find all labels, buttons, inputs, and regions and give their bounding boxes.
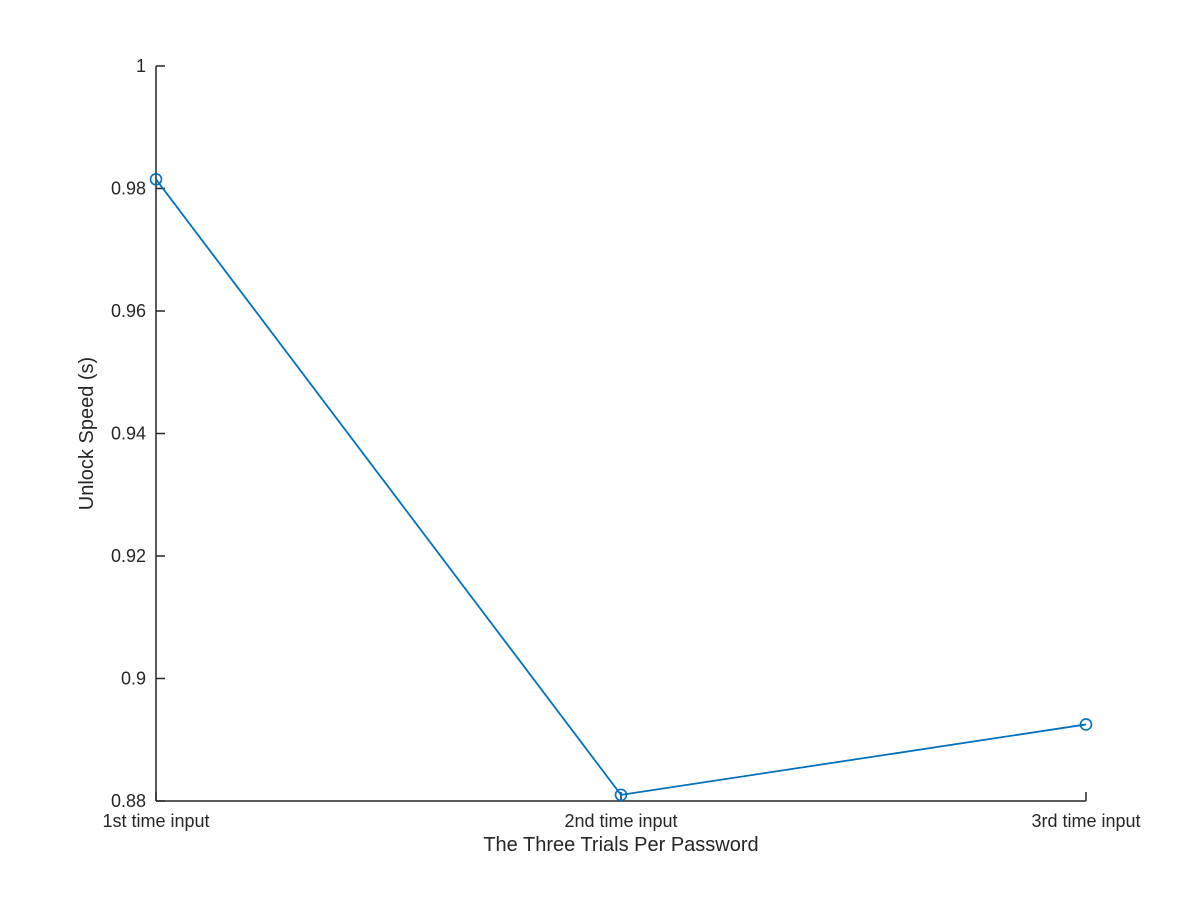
axes (155, 66, 1086, 802)
y-tick-label: 0.9 (121, 669, 146, 689)
y-tick-label: 0.92 (111, 546, 146, 566)
y-tick-label: 0.96 (111, 301, 146, 321)
series-layer (149, 173, 1093, 802)
data-point (149, 173, 163, 186)
y-tick-label: 0.88 (111, 791, 146, 811)
data-point (614, 788, 628, 802)
y-tick-label: 0.94 (111, 424, 146, 444)
series-line (155, 178, 1087, 796)
y-tick-label: 1 (136, 56, 146, 76)
x-tick-label: 2nd time input (564, 811, 677, 831)
y-tick-label: 0.98 (111, 179, 146, 199)
x-tick-label: 3rd time input (1031, 811, 1140, 831)
data-point (1079, 718, 1093, 731)
x-axis-ticks: 1st time input 2nd time input 3rd time inp… (102, 792, 1141, 831)
x-tick-label: 1st time input (102, 811, 209, 831)
x-axis-label: The Three Trials Per Password (483, 834, 758, 856)
y-axis-label: Unlock Speed (s) (76, 357, 98, 510)
y-axis-ticks: 0.88 0.9 0.92 0.94 0.96 0.98 1 (111, 56, 165, 811)
